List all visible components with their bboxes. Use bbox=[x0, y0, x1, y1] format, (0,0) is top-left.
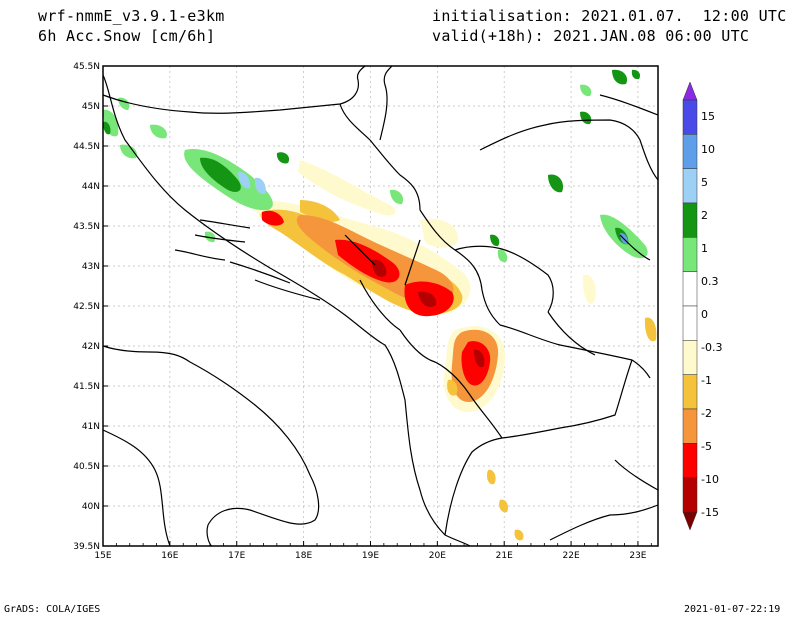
x-tick-label: 16E bbox=[161, 551, 178, 561]
colorbar-segment bbox=[682, 443, 698, 478]
colorbar-label: -2 bbox=[701, 407, 712, 420]
colorbar-segment bbox=[682, 408, 698, 444]
model-title: wrf-nmmE_v3.9.1-e3km bbox=[38, 7, 225, 25]
x-tick-label: 21E bbox=[496, 551, 513, 561]
y-tick-label: 44N bbox=[82, 182, 100, 192]
footer-timestamp: 2021-01-07-22:19 bbox=[684, 604, 781, 615]
x-tick-label: 22E bbox=[563, 551, 580, 561]
y-tick-label: 41.5N bbox=[73, 382, 100, 392]
colorbar-segment bbox=[682, 305, 698, 341]
colorbar-label: 2 bbox=[701, 209, 708, 222]
footer-credit: GrADS: COLA/IGES bbox=[4, 604, 101, 615]
y-tick-label: 41N bbox=[82, 422, 100, 432]
y-tick-label: 45N bbox=[82, 102, 100, 112]
x-axis-labels: 15E 16E 17E 18E 19E 20E 21E 22E 23E bbox=[94, 551, 646, 561]
x-tick-label: 20E bbox=[429, 551, 446, 561]
borders-coastlines bbox=[102, 65, 659, 547]
colorbar-label: -15 bbox=[701, 506, 719, 519]
colorbar-segment bbox=[682, 134, 698, 169]
y-tick-label: 40.5N bbox=[73, 462, 100, 472]
y-tick-label: 40N bbox=[82, 502, 100, 512]
colorbar-segment bbox=[682, 340, 698, 375]
y-tick-label: 45.5N bbox=[73, 62, 100, 72]
x-tick-label: 23E bbox=[629, 551, 646, 561]
x-tick-label: 19E bbox=[362, 551, 379, 561]
colorbar-bottom-arrow bbox=[682, 511, 698, 531]
colorbar-segment bbox=[682, 477, 698, 513]
x-tick-label: 15E bbox=[94, 551, 111, 561]
colorbar-segment bbox=[682, 168, 698, 204]
x-tick-label: 18E bbox=[295, 551, 312, 561]
snow-shading bbox=[103, 69, 657, 541]
colorbar-segment bbox=[682, 374, 698, 410]
axis-ticks bbox=[102, 65, 652, 547]
y-tick-label: 42N bbox=[82, 342, 100, 352]
y-axis-labels: 45.5N 45N 44.5N 44N 43.5N 43N 42.5N 42N 41.5N 41N… bbox=[73, 62, 100, 552]
x-tick-label: 17E bbox=[228, 551, 245, 561]
colorbar-label: 10 bbox=[701, 143, 715, 156]
valid-time: valid(+18h): 2021.JAN.08 06:00 UTC bbox=[432, 27, 750, 45]
colorbar: 15 10 5 2 1 0.3 0 -0.3 -1 -2 -5 -10 -15 bbox=[682, 81, 722, 531]
field-title: 6h Acc.Snow [cm/6h] bbox=[38, 27, 216, 45]
colorbar-label: -1 bbox=[701, 374, 712, 387]
colorbar-segment bbox=[682, 99, 698, 135]
colorbar-label: 0 bbox=[701, 308, 708, 321]
colorbar-label: -5 bbox=[701, 440, 712, 453]
y-tick-label: 42.5N bbox=[73, 302, 100, 312]
colorbar-label: 15 bbox=[701, 110, 715, 123]
init-time: initialisation: 2021.01.07. 12:00 UTC bbox=[432, 7, 787, 25]
y-tick-label: 44.5N bbox=[73, 142, 100, 152]
colorbar-top-arrow bbox=[682, 81, 698, 101]
map-frame bbox=[103, 66, 658, 546]
colorbar-label: -0.3 bbox=[701, 341, 722, 354]
y-tick-label: 43.5N bbox=[73, 222, 100, 232]
y-tick-label: 39.5N bbox=[73, 542, 100, 552]
colorbar-segment bbox=[682, 237, 698, 272]
colorbar-label: -10 bbox=[701, 473, 719, 486]
colorbar-label: 0.3 bbox=[701, 275, 719, 288]
colorbar-segment bbox=[682, 271, 698, 307]
colorbar-label: 1 bbox=[701, 242, 708, 255]
colorbar-label: 5 bbox=[701, 176, 708, 189]
colorbar-segment bbox=[682, 202, 698, 238]
y-tick-label: 43N bbox=[82, 262, 100, 272]
